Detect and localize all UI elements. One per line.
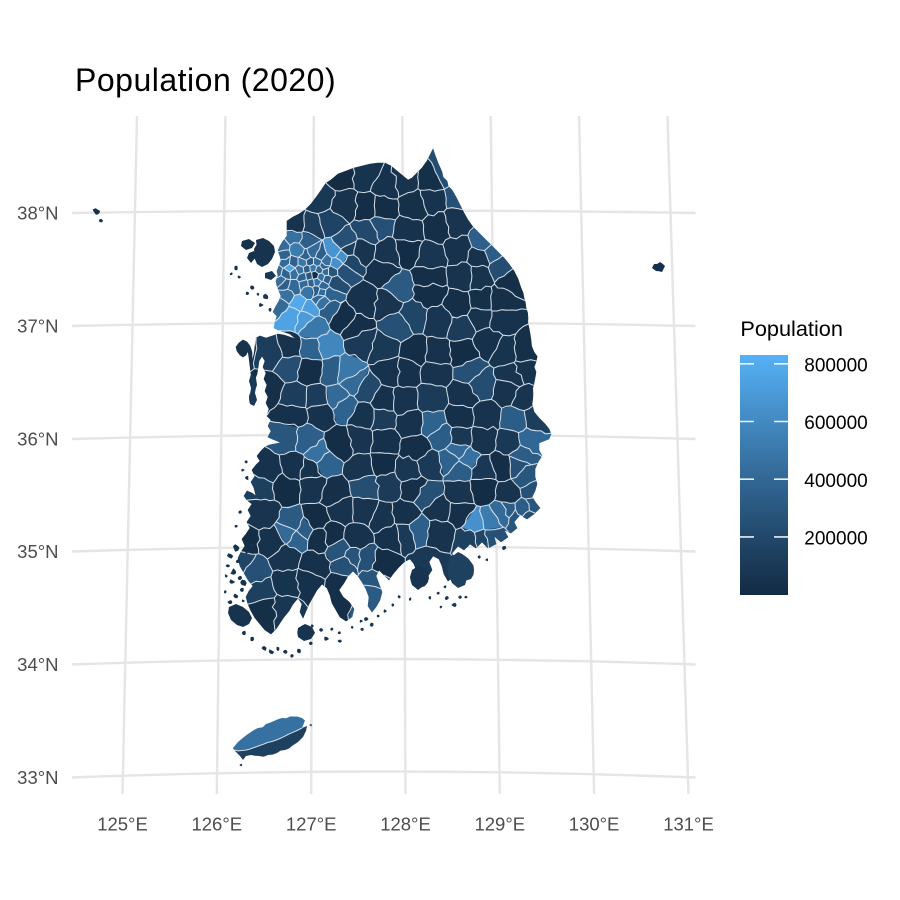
svg-text:Population (2020): Population (2020): [75, 62, 336, 98]
svg-text:130°E: 130°E: [569, 814, 620, 835]
svg-text:600000: 600000: [804, 413, 867, 434]
svg-text:127°E: 127°E: [286, 814, 337, 835]
svg-text:36°N: 36°N: [17, 429, 58, 450]
svg-text:400000: 400000: [804, 471, 867, 492]
svg-text:131°E: 131°E: [663, 814, 714, 835]
svg-text:34°N: 34°N: [17, 654, 58, 675]
svg-text:33°N: 33°N: [17, 767, 58, 788]
svg-text:38°N: 38°N: [17, 203, 58, 224]
svg-text:200000: 200000: [804, 529, 867, 550]
svg-text:Population: Population: [740, 316, 843, 341]
svg-text:35°N: 35°N: [17, 541, 58, 562]
svg-text:37°N: 37°N: [17, 316, 58, 337]
svg-text:800000: 800000: [804, 355, 867, 376]
svg-text:128°E: 128°E: [380, 814, 431, 835]
svg-text:129°E: 129°E: [474, 814, 525, 835]
svg-text:125°E: 125°E: [97, 814, 148, 835]
svg-text:126°E: 126°E: [191, 814, 242, 835]
